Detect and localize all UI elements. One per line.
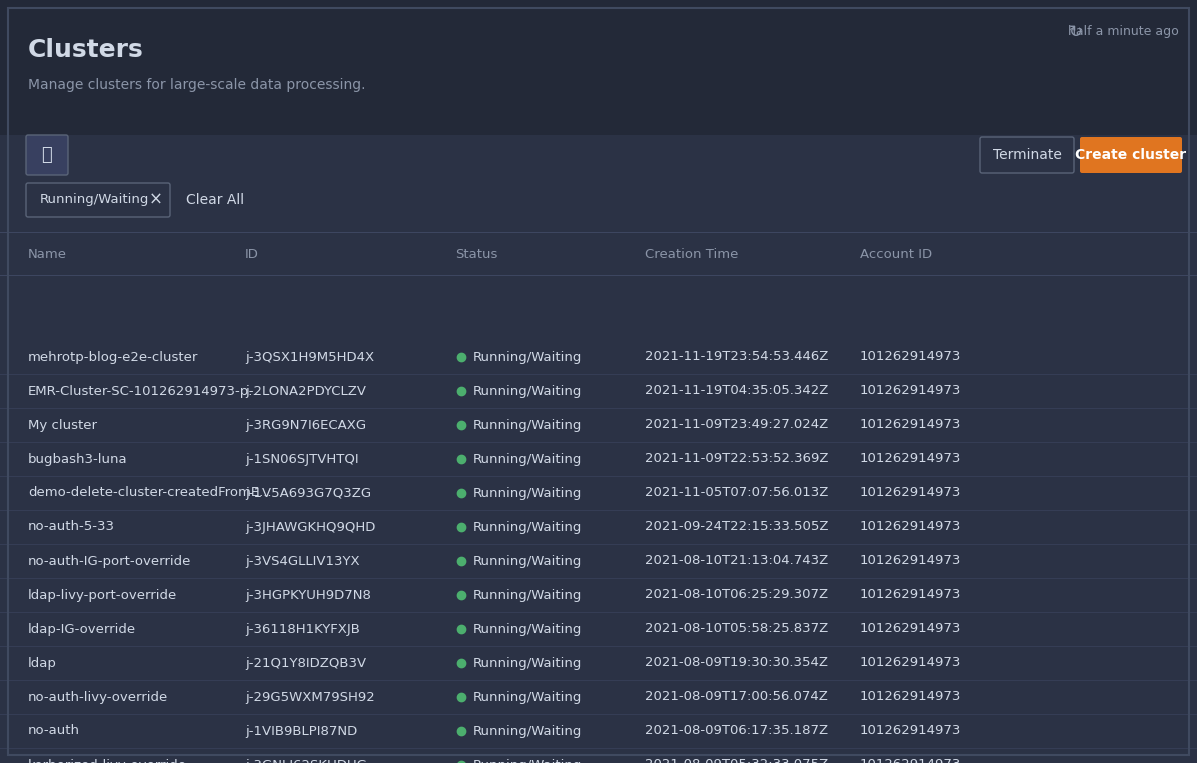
Text: 2021-08-09T05:32:33.075Z: 2021-08-09T05:32:33.075Z xyxy=(645,758,828,763)
Text: half a minute ago: half a minute ago xyxy=(1068,25,1179,38)
Text: Running/Waiting: Running/Waiting xyxy=(473,656,583,669)
Text: Running/Waiting: Running/Waiting xyxy=(473,452,583,465)
Text: 2021-08-10T06:25:29.307Z: 2021-08-10T06:25:29.307Z xyxy=(645,588,828,601)
Text: 2021-11-05T07:07:56.013Z: 2021-11-05T07:07:56.013Z xyxy=(645,487,828,500)
Text: j-3QSX1H9M5HD4X: j-3QSX1H9M5HD4X xyxy=(245,350,375,363)
Text: Manage clusters for large-scale data processing.: Manage clusters for large-scale data pro… xyxy=(28,78,365,92)
Text: EMR-Cluster-SC-101262914973-p...: EMR-Cluster-SC-101262914973-p... xyxy=(28,385,262,398)
Text: 101262914973: 101262914973 xyxy=(859,452,961,465)
Text: Clear All: Clear All xyxy=(186,193,244,207)
Text: 101262914973: 101262914973 xyxy=(859,623,961,636)
Text: 2021-11-09T23:49:27.024Z: 2021-11-09T23:49:27.024Z xyxy=(645,418,828,432)
Text: j-2LONA2PDYCLZV: j-2LONA2PDYCLZV xyxy=(245,385,366,398)
Text: 101262914973: 101262914973 xyxy=(859,418,961,432)
Text: bugbash3-luna: bugbash3-luna xyxy=(28,452,128,465)
Text: mehrotp-blog-e2e-cluster: mehrotp-blog-e2e-cluster xyxy=(28,350,199,363)
Text: Name: Name xyxy=(28,249,67,262)
Text: kerberized-livy-override: kerberized-livy-override xyxy=(28,758,187,763)
Text: no-auth-5-33: no-auth-5-33 xyxy=(28,520,115,533)
Text: ldap-livy-port-override: ldap-livy-port-override xyxy=(28,588,177,601)
Text: 2021-11-19T04:35:05.342Z: 2021-11-19T04:35:05.342Z xyxy=(645,385,828,398)
Text: 101262914973: 101262914973 xyxy=(859,555,961,568)
Text: demo-delete-cluster-createdFromE...: demo-delete-cluster-createdFromE... xyxy=(28,487,272,500)
Text: Running/Waiting: Running/Waiting xyxy=(473,520,583,533)
Text: Running/Waiting: Running/Waiting xyxy=(473,691,583,703)
Text: Running/Waiting: Running/Waiting xyxy=(473,418,583,432)
Text: j-3HGPKYUH9D7N8: j-3HGPKYUH9D7N8 xyxy=(245,588,371,601)
Text: 2021-08-09T19:30:30.354Z: 2021-08-09T19:30:30.354Z xyxy=(645,656,828,669)
Bar xyxy=(0,275,1197,276)
Text: 101262914973: 101262914973 xyxy=(859,520,961,533)
Bar xyxy=(0,0,1197,135)
Text: Running/Waiting: Running/Waiting xyxy=(473,758,583,763)
Text: Clusters: Clusters xyxy=(28,38,144,62)
Text: j-3VS4GLLIV13YX: j-3VS4GLLIV13YX xyxy=(245,555,359,568)
Text: ldap: ldap xyxy=(28,656,57,669)
Text: Creation Time: Creation Time xyxy=(645,249,739,262)
Text: 2021-08-09T06:17:35.187Z: 2021-08-09T06:17:35.187Z xyxy=(645,725,828,738)
Text: Terminate: Terminate xyxy=(992,148,1062,162)
Text: ldap-IG-override: ldap-IG-override xyxy=(28,623,136,636)
FancyBboxPatch shape xyxy=(26,183,170,217)
Text: j-1V5A693G7Q3ZG: j-1V5A693G7Q3ZG xyxy=(245,487,371,500)
Text: Running/Waiting: Running/Waiting xyxy=(473,623,583,636)
Text: Running/Waiting: Running/Waiting xyxy=(473,555,583,568)
FancyBboxPatch shape xyxy=(1080,137,1181,173)
Text: j-1VIB9BLPI87ND: j-1VIB9BLPI87ND xyxy=(245,725,357,738)
Text: My cluster: My cluster xyxy=(28,418,97,432)
Text: 101262914973: 101262914973 xyxy=(859,758,961,763)
Text: 101262914973: 101262914973 xyxy=(859,487,961,500)
Text: 2021-08-10T05:58:25.837Z: 2021-08-10T05:58:25.837Z xyxy=(645,623,828,636)
Text: Running/Waiting: Running/Waiting xyxy=(473,487,583,500)
Text: ↻: ↻ xyxy=(1069,23,1083,41)
Text: Running/Waiting: Running/Waiting xyxy=(473,385,583,398)
Text: j-36118H1KYFXJB: j-36118H1KYFXJB xyxy=(245,623,360,636)
Text: Running/Waiting: Running/Waiting xyxy=(473,588,583,601)
Text: 101262914973: 101262914973 xyxy=(859,350,961,363)
Text: 2021-09-24T22:15:33.505Z: 2021-09-24T22:15:33.505Z xyxy=(645,520,828,533)
Text: 2021-08-10T21:13:04.743Z: 2021-08-10T21:13:04.743Z xyxy=(645,555,828,568)
Text: 2021-11-09T22:53:52.369Z: 2021-11-09T22:53:52.369Z xyxy=(645,452,828,465)
Text: j-29G5WXM79SH92: j-29G5WXM79SH92 xyxy=(245,691,375,703)
Text: Running/Waiting: Running/Waiting xyxy=(473,725,583,738)
Text: Running/Waiting: Running/Waiting xyxy=(40,194,150,207)
Text: Create cluster: Create cluster xyxy=(1075,148,1186,162)
Text: 101262914973: 101262914973 xyxy=(859,691,961,703)
FancyBboxPatch shape xyxy=(26,135,68,175)
Text: no-auth-IG-port-override: no-auth-IG-port-override xyxy=(28,555,192,568)
Text: ⧩: ⧩ xyxy=(42,146,53,164)
Text: 2021-11-19T23:54:53.446Z: 2021-11-19T23:54:53.446Z xyxy=(645,350,828,363)
Text: Running/Waiting: Running/Waiting xyxy=(473,350,583,363)
Bar xyxy=(0,232,1197,233)
Text: 101262914973: 101262914973 xyxy=(859,588,961,601)
FancyBboxPatch shape xyxy=(980,137,1074,173)
Text: no-auth: no-auth xyxy=(28,725,80,738)
Text: j-3RG9N7I6ECAXG: j-3RG9N7I6ECAXG xyxy=(245,418,366,432)
Text: 2021-08-09T17:00:56.074Z: 2021-08-09T17:00:56.074Z xyxy=(645,691,828,703)
Text: ID: ID xyxy=(245,249,259,262)
Text: no-auth-livy-override: no-auth-livy-override xyxy=(28,691,169,703)
Text: j-3GNLJ62SKHDUG: j-3GNLJ62SKHDUG xyxy=(245,758,366,763)
Text: 101262914973: 101262914973 xyxy=(859,725,961,738)
Text: ×: × xyxy=(150,191,163,209)
Text: j-3JHAWGKHQ9QHD: j-3JHAWGKHQ9QHD xyxy=(245,520,376,533)
Text: Account ID: Account ID xyxy=(859,249,932,262)
Text: Status: Status xyxy=(455,249,498,262)
Text: j-21Q1Y8IDZQB3V: j-21Q1Y8IDZQB3V xyxy=(245,656,366,669)
Text: 101262914973: 101262914973 xyxy=(859,656,961,669)
Text: 101262914973: 101262914973 xyxy=(859,385,961,398)
Text: j-1SN06SJTVHTQI: j-1SN06SJTVHTQI xyxy=(245,452,359,465)
